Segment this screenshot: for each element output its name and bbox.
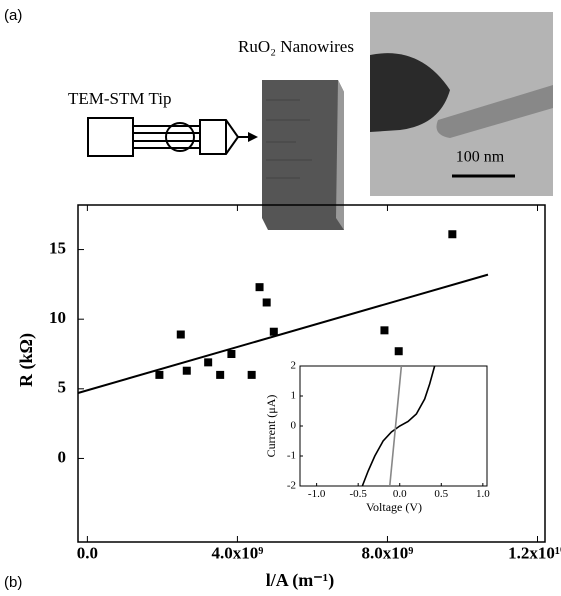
y-tick-label: -1: [287, 450, 296, 462]
y-tick-label: 1: [291, 390, 297, 402]
y-axis-title: R (kΩ): [16, 333, 37, 387]
data-point: [255, 283, 264, 292]
y-tick-label: 10: [49, 308, 66, 327]
data-point: [247, 370, 256, 379]
data-point: [262, 298, 271, 307]
panel-label: (a): [4, 7, 22, 24]
line: [388, 365, 403, 487]
data-point: [155, 370, 164, 379]
data-point: [204, 358, 213, 367]
x-tick-label: -0.5: [349, 488, 367, 500]
nanowire-label: RuO₂ Nanowires: [238, 37, 354, 56]
line: [77, 273, 489, 394]
x-tick-label: 0.0: [393, 488, 407, 500]
panel-label: (b): [4, 574, 22, 591]
data-point: [176, 330, 185, 339]
scale-bar-label: 100 nm: [456, 149, 505, 166]
x-tick-label: 0.5: [434, 488, 448, 500]
data-point: [380, 326, 389, 335]
y-tick-label: 5: [58, 378, 67, 397]
y-tick-label: 0: [58, 447, 67, 466]
y-tick-label: 15: [49, 238, 66, 257]
nanowire-plate: [262, 80, 344, 230]
inset-frame: [299, 365, 488, 487]
arrow-head: [248, 132, 258, 142]
y-tick-label: 2: [291, 360, 297, 372]
inset-x-title: Voltage (V): [366, 500, 422, 514]
data-point: [448, 230, 457, 239]
x-tick-label: 1.0: [476, 488, 490, 500]
x-tick-label: 0.0: [77, 544, 98, 563]
data-point: [216, 370, 225, 379]
data-point: [182, 366, 191, 375]
x-tick-label: -1.0: [308, 488, 326, 500]
data-point: [227, 350, 236, 359]
tem-image: [370, 12, 553, 196]
inset-y-title: Current (μA): [264, 395, 278, 458]
tip-schematic: [87, 117, 254, 157]
tip-label: TEM-STM Tip: [68, 89, 171, 108]
x-axis-title: l/A (m⁻¹): [266, 570, 334, 591]
x-tick-label: 1.2x10¹⁰: [508, 544, 561, 563]
data-point: [269, 327, 278, 336]
data-point: [394, 347, 403, 356]
plot-frame: [77, 204, 546, 543]
y-tick-label: 0: [291, 420, 297, 432]
y-tick-label: -2: [287, 480, 296, 492]
x-tick-label: 8.0x10⁹: [362, 544, 414, 563]
x-tick-label: 4.0x10⁹: [211, 544, 263, 563]
line: [361, 365, 436, 487]
